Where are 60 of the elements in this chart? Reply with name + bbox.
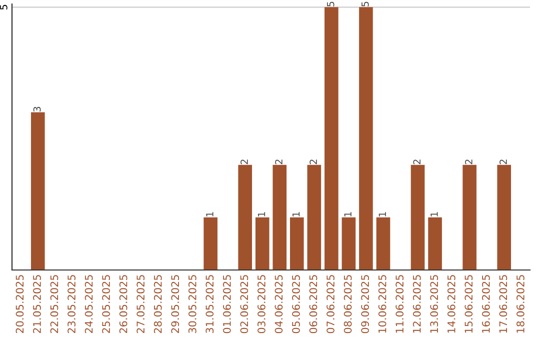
x-tick-label: 25.05.2025 [102,275,110,334]
data-label: 2 [275,160,282,164]
bar [307,164,322,270]
x-tick-label: 31.05.2025 [206,275,214,334]
x-tick-label: 05.06.2025 [292,275,300,334]
data-label: 2 [500,160,507,164]
x-tick-label: 23.05.2025 [68,275,76,334]
bar [359,7,373,270]
data-label: 2 [413,160,420,164]
data-label: 1 [378,212,386,216]
bar [497,164,512,270]
bar [324,7,338,270]
x-tick-label: 14.06.2025 [447,275,456,333]
x-tick-label: 30.05.2025 [188,275,196,334]
x-tick-label: 29.05.2025 [171,275,180,334]
bar [255,217,270,270]
data-label: 1 [258,212,266,216]
bar [342,217,356,270]
bar [290,217,304,270]
bar [238,164,252,270]
x-tick-label: 12.06.2025 [412,275,421,333]
x-tick-label: 01.06.2025 [222,275,231,334]
bar [376,217,390,270]
data-label: 1 [206,212,214,216]
x-tick-label: 26.05.2025 [119,275,128,334]
x-tick-label: 21.05.2025 [33,275,41,334]
x-tick-label: 10.06.2025 [378,275,386,333]
x-tick-label: 22.05.2025 [50,275,58,334]
x-tick-label: 08.06.2025 [344,275,352,334]
data-label: 5 [327,2,334,6]
bar [428,217,442,270]
data-label: 2 [240,160,248,164]
data-label: 1 [430,212,438,216]
x-tick-label: 18.06.2025 [516,275,524,333]
data-label: 2 [465,160,472,164]
bar [204,217,218,270]
x-tick-label: 06.06.2025 [309,275,318,334]
x-tick-label: 03.06.2025 [258,275,266,334]
x-tick-label: 16.06.2025 [482,275,490,333]
bar [30,112,45,270]
x-tick-label: 11.06.2025 [396,275,404,333]
bar [410,164,425,270]
bar [272,164,287,270]
bar [462,164,476,270]
x-tick-label: 28.05.2025 [154,275,162,334]
data-label: 2 [310,160,317,164]
x-tick-label: 24.05.2025 [84,275,93,334]
x-tick-label: 27.05.2025 [136,275,145,334]
data-label: 1 [344,212,352,216]
x-tick-label: 02.06.2025 [240,275,248,334]
x-tick-label: 13.06.2025 [430,275,438,333]
x-tick-label: 07.06.2025 [326,275,334,334]
x-tick-label: 17.06.2025 [499,275,508,333]
x-tick-label: 15.06.2025 [464,275,473,333]
data-label: 3 [33,106,41,112]
x-tick-label: 09.06.2025 [361,275,369,334]
x-tick-label: 20.05.2025 [16,275,24,334]
data-label: 5 [362,2,369,6]
x-tick-label: 04.06.2025 [274,275,283,334]
data-label: 1 [292,212,300,216]
